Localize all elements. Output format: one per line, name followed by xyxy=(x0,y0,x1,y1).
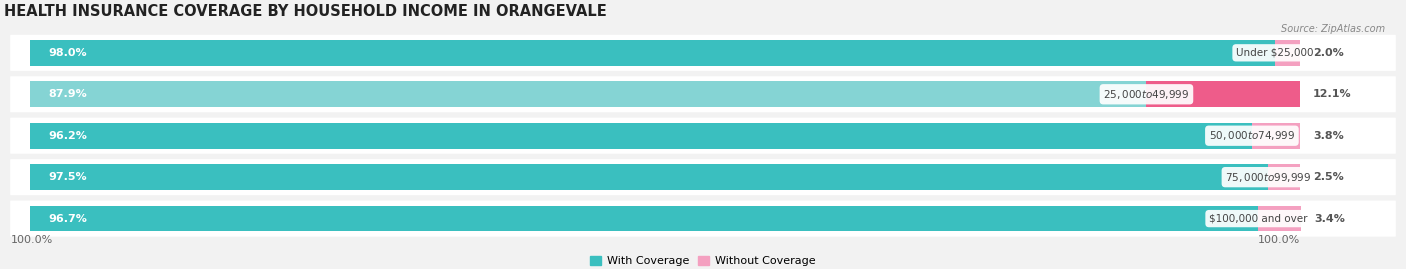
Text: 2.5%: 2.5% xyxy=(1313,172,1344,182)
Text: $75,000 to $99,999: $75,000 to $99,999 xyxy=(1225,171,1312,184)
Legend: With Coverage, Without Coverage: With Coverage, Without Coverage xyxy=(591,256,815,266)
Text: 100.0%: 100.0% xyxy=(1258,235,1301,245)
Text: 97.5%: 97.5% xyxy=(49,172,87,182)
Text: $50,000 to $74,999: $50,000 to $74,999 xyxy=(1209,129,1295,142)
Bar xyxy=(30,164,1268,190)
FancyBboxPatch shape xyxy=(10,118,1396,154)
FancyBboxPatch shape xyxy=(10,76,1396,112)
FancyBboxPatch shape xyxy=(10,201,1396,237)
Bar xyxy=(30,82,1146,107)
Text: 98.0%: 98.0% xyxy=(49,48,87,58)
Bar xyxy=(1251,123,1301,148)
Bar xyxy=(1275,40,1301,66)
Bar xyxy=(1268,164,1301,190)
Text: 87.9%: 87.9% xyxy=(49,89,87,99)
Text: 12.1%: 12.1% xyxy=(1313,89,1351,99)
Text: 2.0%: 2.0% xyxy=(1313,48,1344,58)
Text: $100,000 and over: $100,000 and over xyxy=(1209,214,1308,224)
Text: Under $25,000: Under $25,000 xyxy=(1236,48,1313,58)
Bar xyxy=(1146,82,1301,107)
Text: 3.4%: 3.4% xyxy=(1315,214,1346,224)
FancyBboxPatch shape xyxy=(10,159,1396,195)
Text: 96.7%: 96.7% xyxy=(49,214,87,224)
Text: 100.0%: 100.0% xyxy=(10,235,53,245)
Bar xyxy=(30,123,1251,148)
Bar xyxy=(30,206,1258,231)
Bar xyxy=(30,40,1275,66)
Text: 96.2%: 96.2% xyxy=(49,131,87,141)
Text: HEALTH INSURANCE COVERAGE BY HOUSEHOLD INCOME IN ORANGEVALE: HEALTH INSURANCE COVERAGE BY HOUSEHOLD I… xyxy=(4,4,607,19)
Text: Source: ZipAtlas.com: Source: ZipAtlas.com xyxy=(1281,24,1385,34)
FancyBboxPatch shape xyxy=(10,35,1396,71)
Text: $25,000 to $49,999: $25,000 to $49,999 xyxy=(1104,88,1189,101)
Text: 3.8%: 3.8% xyxy=(1313,131,1344,141)
Bar xyxy=(1258,206,1302,231)
